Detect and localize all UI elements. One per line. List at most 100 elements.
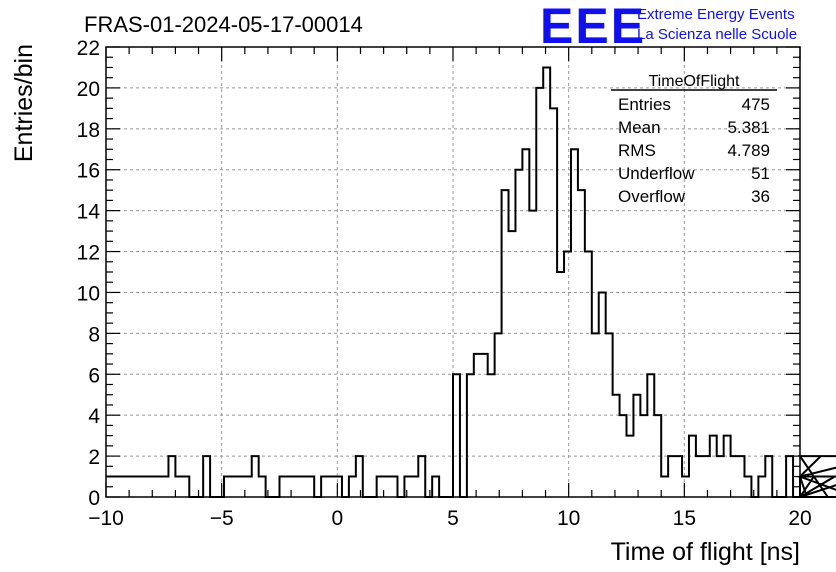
histogram-bin: [155, 477, 162, 497]
histogram-bin: [411, 477, 418, 497]
grid-lines: [106, 47, 800, 497]
histogram-bin: [259, 477, 266, 497]
histogram-bin: [654, 415, 661, 497]
histogram-bin: [175, 477, 182, 497]
histogram-bin: [231, 477, 238, 497]
histogram-bin: [529, 211, 536, 497]
histogram-bin: [356, 456, 363, 497]
histogram-bin: [404, 477, 411, 497]
org-name-line1: Extreme Energy Events: [637, 6, 795, 23]
x-axis-tick-labels: −10 −5 0 5 10 15 20: [88, 507, 811, 530]
stats-label-mean: Mean: [618, 118, 661, 137]
histogram-bin: [585, 252, 592, 497]
histogram-bin: [502, 190, 509, 497]
histogram-bin: [606, 333, 613, 497]
histogram-bin: [703, 456, 710, 497]
histogram-bin: [293, 477, 300, 497]
histogram-bin: [432, 477, 439, 497]
y-tick-label: 12: [77, 242, 100, 265]
y-tick-label: 8: [88, 323, 100, 346]
histogram-bin: [300, 477, 307, 497]
y-tick-label: 20: [77, 78, 100, 101]
y-tick-label: 10: [77, 282, 100, 305]
histogram-bin: [134, 477, 141, 497]
histogram-bin: [418, 456, 425, 497]
histogram-bin: [481, 354, 488, 497]
y-tick-label: 22: [77, 37, 100, 60]
histogram-bin: [182, 477, 189, 497]
histogram-bin: [168, 456, 175, 497]
stats-label-rms: RMS: [618, 141, 656, 160]
histogram-bin: [765, 456, 772, 497]
histogram-bin: [286, 477, 293, 497]
x-axis-title: Time of flight [ns]: [611, 538, 800, 566]
histogram-bin: [627, 436, 634, 497]
histogram-bin: [280, 477, 287, 497]
histogram-bin: [245, 477, 252, 497]
histogram-bin: [148, 477, 155, 497]
histogram-bin: [515, 170, 522, 497]
x-tick-label: 15: [673, 507, 696, 530]
histogram-bin: [522, 149, 529, 497]
histogram-bin: [113, 477, 120, 497]
histogram-bin: [141, 477, 148, 497]
stats-value-entries: 475: [742, 95, 770, 114]
stats-value-mean: 5.381: [727, 118, 770, 137]
y-tick-label: 6: [88, 364, 100, 387]
org-name-line2: La Scienza nelle Scuole: [637, 26, 797, 43]
y-tick-label: 2: [88, 446, 100, 469]
histogram-bin: [758, 477, 765, 497]
stats-box: TimeOfFlight Entries 475 Mean 5.381 RMS 4.789…: [611, 73, 777, 206]
x-tick-label: −10: [88, 507, 124, 530]
histogram-bin: [203, 456, 210, 497]
histogram-bin: [509, 231, 516, 497]
histogram-bin: [543, 67, 550, 497]
y-tick-label: 4: [88, 405, 100, 428]
histogram-bin: [550, 108, 557, 497]
stats-value-underflow: 51: [751, 164, 770, 183]
histogram-bin: [252, 456, 259, 497]
stats-label-underflow: Underflow: [618, 164, 695, 183]
histogram-bins: [106, 67, 793, 497]
y-axis-tick-labels: 0 2 4 6 8 10 12 14 16 18 20 22: [77, 37, 101, 510]
histogram-bin: [467, 374, 474, 497]
histogram-bin: [578, 190, 585, 497]
histogram-bin: [377, 477, 384, 497]
x-tick-label: 0: [331, 507, 343, 530]
x-tick-label: 20: [788, 507, 811, 530]
histogram-bin: [474, 354, 481, 497]
y-axis-title: Entries/bin: [10, 44, 38, 162]
histogram-bin: [571, 149, 578, 497]
histogram-bin: [675, 456, 682, 497]
histogram-bin: [391, 477, 398, 497]
stats-value-overflow: 36: [751, 187, 770, 206]
eee-logo: EEE: [540, 0, 646, 54]
histogram-bin: [384, 477, 391, 497]
histogram-bin: [120, 477, 127, 497]
histogram-bin: [536, 88, 543, 497]
y-tick-label: 0: [88, 487, 100, 510]
histogram-bin: [349, 477, 356, 497]
histogram-bin: [127, 477, 134, 497]
histogram-bin: [710, 436, 717, 497]
histogram-bin: [661, 477, 668, 497]
histogram-bin: [162, 477, 169, 497]
histogram-bin: [564, 252, 571, 497]
histogram-bin: [731, 456, 738, 497]
histogram-bin: [321, 477, 328, 497]
axis-ticks: [105, 46, 801, 498]
histogram-bin: [307, 477, 314, 497]
stats-box-title: TimeOfFlight: [649, 73, 741, 90]
histogram-bin: [335, 477, 342, 497]
histogram-bin: [613, 395, 620, 497]
histogram-bin: [738, 456, 745, 497]
x-tick-label: 5: [447, 507, 459, 530]
y-tick-label: 16: [77, 160, 100, 183]
histogram-bin: [238, 477, 245, 497]
y-tick-label: 18: [77, 119, 100, 142]
histogram-bin: [682, 477, 689, 497]
run-id-title: FRAS-01-2024-05-17-00014: [84, 12, 363, 37]
histogram-bin: [557, 272, 564, 497]
histogram-bin: [224, 477, 231, 497]
histogram-bin: [328, 477, 335, 497]
